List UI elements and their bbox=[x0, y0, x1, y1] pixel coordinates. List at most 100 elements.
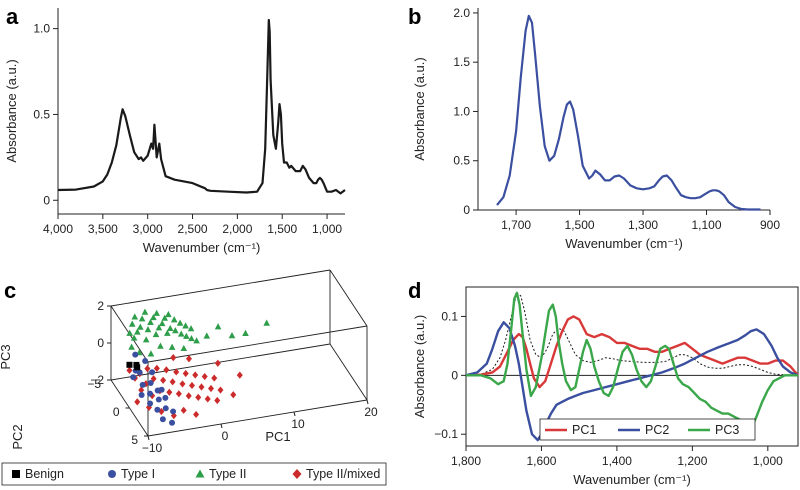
point-type-ii-mixed bbox=[170, 354, 177, 362]
legend-swatch-type-ii bbox=[195, 469, 205, 478]
x-tick-label: 0 bbox=[222, 429, 229, 443]
point-type-ii bbox=[158, 319, 166, 327]
y-tick-label: 5 bbox=[131, 433, 138, 447]
legend-label-pc1: PC1 bbox=[572, 423, 596, 437]
point-type-ii-mixed bbox=[236, 371, 243, 379]
point-type-ii bbox=[136, 323, 144, 330]
point-type-ii-mixed bbox=[160, 376, 167, 384]
x-tick-label: 10 bbox=[291, 417, 305, 431]
point-type-ii bbox=[168, 343, 176, 350]
point-type-ii-mixed bbox=[185, 355, 192, 363]
point-type-ii bbox=[187, 325, 195, 332]
point-type-ii bbox=[263, 319, 270, 326]
x-tick-label: 20 bbox=[364, 405, 378, 419]
point-type-i bbox=[154, 406, 161, 413]
y-axis-label: Absorbance (a.u.) bbox=[4, 59, 19, 162]
legend-swatch-type-ii-mixed bbox=[292, 469, 302, 479]
point-type-ii-mixed bbox=[195, 393, 202, 402]
x-tick-label: 1,800 bbox=[451, 454, 481, 468]
point-type-ii bbox=[182, 322, 189, 329]
point-type-ii-mixed bbox=[201, 372, 208, 381]
point-type-ii bbox=[214, 323, 222, 330]
x-tick-label: 900 bbox=[760, 218, 780, 232]
x-tick-label: 2,000 bbox=[222, 222, 252, 236]
series-line-pc3 bbox=[466, 291, 798, 427]
point-type-i bbox=[149, 369, 156, 376]
x-tick-mark bbox=[293, 411, 296, 417]
point-type-ii-mixed bbox=[170, 412, 177, 420]
point-type-ii-mixed bbox=[134, 398, 141, 406]
z-tick-label: −2 bbox=[90, 373, 104, 387]
point-type-ii bbox=[144, 326, 152, 333]
point-type-i bbox=[138, 391, 145, 398]
point-type-ii bbox=[134, 328, 141, 335]
y-axis-label: Absorbance (a.u.) bbox=[412, 57, 427, 160]
point-type-ii bbox=[128, 343, 135, 350]
x-axis-label: Wavenumber (cm⁻¹) bbox=[565, 236, 683, 251]
point-type-ii bbox=[161, 314, 169, 321]
point-type-ii-mixed bbox=[211, 374, 218, 382]
point-type-ii-mixed bbox=[138, 386, 145, 394]
x-tick-mark bbox=[147, 435, 150, 441]
y-tick-label: 0.5 bbox=[33, 107, 50, 121]
point-type-i bbox=[162, 394, 169, 401]
x-tick-label: 1,500 bbox=[267, 222, 297, 236]
x-tick-label: 1,000 bbox=[753, 454, 783, 468]
point-type-ii bbox=[150, 313, 157, 321]
point-benign bbox=[133, 361, 140, 368]
y-tick-label: 0 bbox=[451, 368, 458, 382]
point-benign bbox=[126, 361, 133, 368]
point-type-i bbox=[142, 357, 149, 364]
x-tick-label: 3,500 bbox=[88, 222, 118, 236]
point-type-i bbox=[147, 390, 153, 397]
box-edge bbox=[329, 343, 368, 401]
x-tick-mark bbox=[220, 423, 223, 429]
plot-frame bbox=[465, 286, 799, 447]
point-type-ii-mixed bbox=[185, 392, 192, 400]
legend-box bbox=[539, 418, 756, 441]
x-axis-label: PC1 bbox=[265, 429, 290, 444]
panel-a: a 4,000 3,500 3,000 2,500 2,000 1,500 1,000 0 0.5… bbox=[4, 4, 346, 255]
point-type-i bbox=[170, 408, 177, 415]
point-type-ii bbox=[203, 332, 211, 339]
point-type-ii bbox=[128, 320, 136, 327]
point-type-ii-mixed bbox=[158, 407, 165, 416]
x-tick-label: 3,000 bbox=[133, 222, 163, 236]
x-tick-label: 1,500 bbox=[565, 218, 595, 232]
legend-label-type-i: Type I bbox=[121, 467, 155, 481]
point-type-i bbox=[147, 400, 154, 407]
y-tick-label: 0.5 bbox=[453, 154, 470, 168]
point-type-ii bbox=[141, 308, 149, 315]
point-type-i bbox=[147, 379, 154, 386]
point-type-i bbox=[139, 381, 146, 388]
x-tick-label: 4,000 bbox=[43, 222, 73, 236]
panel-d: d 1,800 1,600 1,400 1,200 1,000 −0.1 0 0.1 Wavenu… bbox=[408, 278, 799, 487]
point-type-i bbox=[159, 416, 166, 423]
x-tick-label: 1,600 bbox=[526, 454, 556, 468]
series-line-mean-spectrum bbox=[465, 292, 798, 376]
x-tick-label: 1,400 bbox=[602, 454, 632, 468]
point-type-ii-mixed bbox=[149, 392, 156, 400]
x-tick-label: 1,700 bbox=[501, 218, 531, 232]
point-type-ii-mixed bbox=[193, 410, 200, 419]
point-type-ii-mixed bbox=[204, 395, 211, 403]
point-type-ii bbox=[180, 344, 188, 352]
point-type-ii bbox=[165, 310, 172, 318]
series-line-spectrum bbox=[496, 14, 761, 211]
point-type-ii-mixed bbox=[198, 383, 205, 391]
panel-label-a: a bbox=[6, 4, 19, 29]
point-type-i bbox=[130, 374, 137, 381]
panel-b: b 1,700 1,500 1,300 1,100 900 0 0.5 1.0 1.5 2.0 Wav… bbox=[408, 4, 780, 251]
y-tick-label: 1.0 bbox=[33, 22, 50, 36]
point-type-ii bbox=[183, 332, 190, 339]
x-tick-label: 1,100 bbox=[692, 218, 722, 232]
point-type-ii bbox=[242, 329, 249, 336]
point-type-ii bbox=[157, 342, 164, 349]
x-tick-label: 2,500 bbox=[178, 222, 208, 236]
y-tick-label: 0 bbox=[43, 193, 50, 207]
box-edge bbox=[110, 269, 331, 307]
z-tick-label: 0 bbox=[97, 336, 104, 350]
point-type-ii-mixed bbox=[142, 380, 149, 388]
point-type-ii bbox=[138, 315, 146, 322]
